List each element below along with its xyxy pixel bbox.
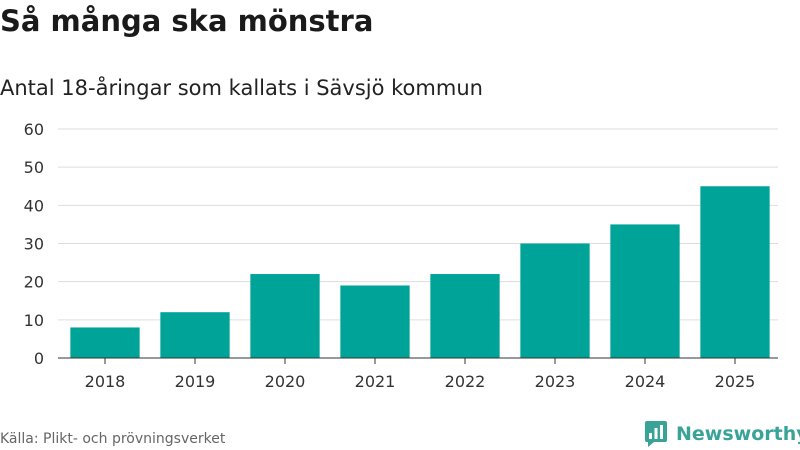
bar: [160, 312, 230, 358]
bar: [250, 274, 320, 358]
bar: [700, 186, 770, 358]
x-tick-label: 2025: [715, 372, 756, 391]
y-tick-label: 0: [34, 349, 44, 368]
bar: [610, 224, 680, 358]
x-tick-label: 2018: [85, 372, 126, 391]
bar: [70, 327, 140, 358]
source-note: Källa: Plikt- och prövningsverket: [0, 431, 226, 447]
x-tick-label: 2022: [445, 372, 486, 391]
y-tick-label: 50: [24, 158, 44, 177]
bar-chart: 0 10 20 30 40 50 60 2018 2019 2020 2021 2022 2023 202…: [24, 120, 778, 391]
y-tick-label: 10: [24, 311, 44, 330]
x-tick-label: 2023: [535, 372, 576, 391]
chart-subtitle: Antal 18-åringar som kallats i Sävsjö ko…: [0, 76, 483, 100]
y-tick-label: 30: [24, 235, 44, 254]
x-tick-label: 2021: [355, 372, 396, 391]
bar: [340, 285, 410, 358]
newsworthy-logo-icon: [645, 421, 667, 447]
x-tick-label: 2019: [175, 372, 216, 391]
x-tick-label: 2024: [625, 372, 666, 391]
brand-logo[interactable]: Newsworthy: [644, 420, 800, 448]
x-tick-label: 2020: [265, 372, 306, 391]
y-tick-label: 40: [24, 196, 44, 215]
brand-name: Newsworthy: [676, 423, 800, 445]
y-tick-label: 20: [24, 273, 44, 292]
chart-title: Så många ska mönstra: [0, 4, 374, 38]
y-tick-label: 60: [24, 120, 44, 139]
bar: [520, 243, 590, 358]
bar: [430, 274, 500, 358]
